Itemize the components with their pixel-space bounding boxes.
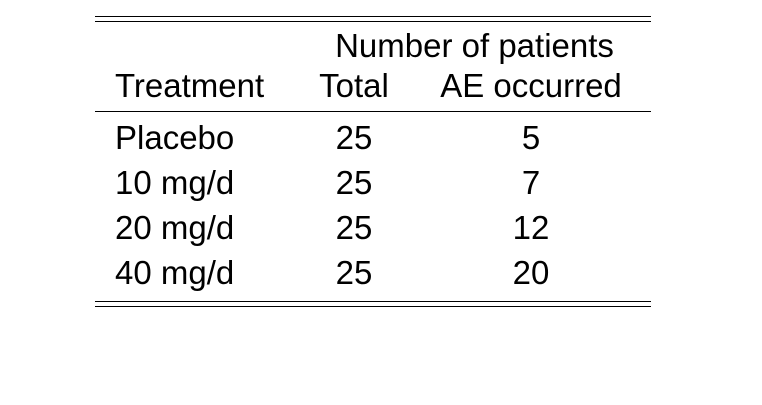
header-rule xyxy=(95,111,651,112)
total-cell: 25 xyxy=(335,119,373,156)
column-header-row: Treatment Total AE occurred xyxy=(95,63,651,111)
top-double-rule xyxy=(95,16,651,22)
bottom-double-rule xyxy=(95,301,651,307)
treatment-cell: 40 mg/d xyxy=(115,254,235,291)
ae-cell: 12 xyxy=(512,209,550,246)
ae-cell: 5 xyxy=(521,119,541,156)
column-header-total: Total xyxy=(319,67,389,104)
treatment-cell: 20 mg/d xyxy=(115,209,235,246)
total-cell: 25 xyxy=(335,254,373,291)
treatment-cell: 10 mg/d xyxy=(115,164,235,201)
group-header-row: Number of patients xyxy=(95,22,651,64)
results-table: Number of patients Treatment Total AE oc… xyxy=(95,16,651,307)
table-row: 20 mg/d 25 12 xyxy=(95,205,651,250)
column-header-treatment: Treatment xyxy=(115,67,265,104)
table-row: Placebo 25 5 xyxy=(95,115,651,160)
table-row: 40 mg/d 25 20 xyxy=(95,250,651,295)
treatment-cell: Placebo xyxy=(115,119,235,156)
table-row: 10 mg/d 25 7 xyxy=(95,160,651,205)
ae-cell: 20 xyxy=(512,254,550,291)
column-header-ae-occurred: AE occurred xyxy=(440,67,622,104)
total-cell: 25 xyxy=(335,209,373,246)
group-header-number-of-patients: Number of patients xyxy=(335,27,614,64)
total-cell: 25 xyxy=(335,164,373,201)
ae-cell: 7 xyxy=(521,164,541,201)
